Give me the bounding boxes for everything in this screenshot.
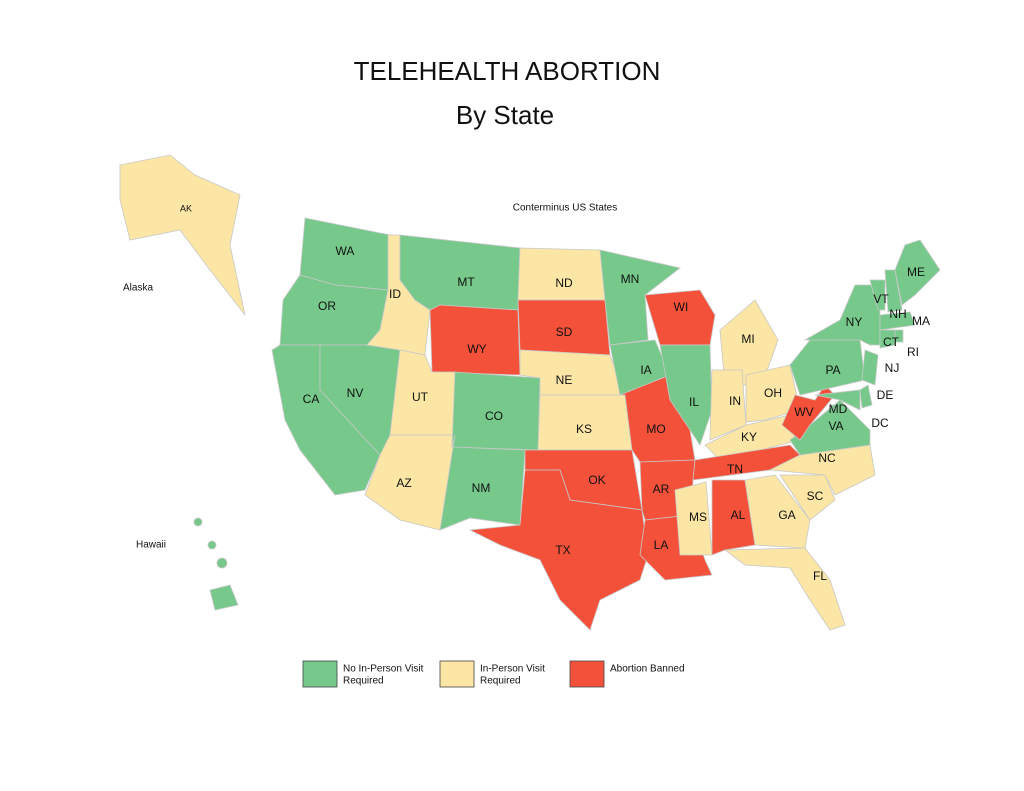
- state-label: AZ: [396, 476, 411, 490]
- state-shape: [119, 154, 246, 316]
- state-label: WV: [794, 405, 813, 419]
- state-label: NC: [818, 451, 836, 465]
- state-shape: [894, 329, 904, 343]
- state-label: VA: [828, 419, 843, 433]
- state-label: MI: [741, 332, 754, 346]
- state-label: LA: [654, 538, 669, 552]
- state-shape: [894, 239, 941, 306]
- state-shapes: [119, 154, 941, 631]
- state-label: SD: [556, 325, 573, 339]
- state-label: NY: [846, 315, 863, 329]
- state-shape: [207, 540, 217, 550]
- state-label: PA: [825, 363, 840, 377]
- region-label: Alaska: [123, 283, 153, 294]
- state-label: RI: [907, 345, 919, 359]
- state-shape: [745, 364, 801, 423]
- state-label: MA: [912, 314, 930, 328]
- state-label: AL: [731, 508, 746, 522]
- state-label: ND: [555, 276, 573, 290]
- state-label: UT: [412, 390, 429, 404]
- state-shape: [879, 311, 916, 331]
- state-label: CA: [303, 392, 320, 406]
- state-shape: [659, 344, 713, 446]
- state-label: OK: [588, 473, 605, 487]
- state-shape: [723, 547, 846, 631]
- state-label: NM: [472, 481, 491, 495]
- state-labels: WA OR CA NV ID MT WY UT AZ CO NM ND SD NE KS OK TX MN IA MO…: [180, 203, 930, 583]
- state-label: IA: [640, 363, 651, 377]
- state-label: TX: [555, 543, 570, 557]
- state-label: ID: [389, 287, 401, 301]
- state-label: WY: [467, 342, 486, 356]
- state-shape: [429, 304, 521, 376]
- state-shape: [209, 584, 239, 611]
- state-label: SC: [807, 489, 824, 503]
- state-shape: [869, 279, 886, 311]
- state-shape: [744, 474, 811, 549]
- legend-swatch: [569, 660, 605, 688]
- state-label: MD: [829, 402, 848, 416]
- state-shape: [861, 349, 879, 386]
- state-label: IL: [689, 395, 699, 409]
- state-label: TN: [727, 462, 743, 476]
- state-label: ME: [907, 265, 925, 279]
- state-label: GA: [778, 508, 795, 522]
- region-label: Conterminus US States: [513, 203, 618, 214]
- state-shape: [644, 289, 716, 346]
- state-shape: [781, 384, 836, 441]
- state-shape: [779, 474, 836, 521]
- state-label: WA: [336, 244, 355, 258]
- legend-label: Required: [480, 676, 521, 687]
- state-label: DC: [871, 416, 889, 430]
- state-shape: [884, 269, 903, 313]
- state-shape: [814, 389, 861, 411]
- state-label: NE: [556, 373, 573, 387]
- state-label: VT: [873, 292, 889, 306]
- state-label: MS: [689, 510, 707, 524]
- state-shape: [468, 469, 649, 631]
- state-label: WI: [674, 300, 689, 314]
- state-shape: [599, 249, 681, 346]
- legend-label: Required: [343, 676, 384, 687]
- state-label: MO: [646, 422, 665, 436]
- state-shape: [789, 339, 866, 396]
- state-shape: [879, 329, 896, 349]
- state-label: CO: [485, 409, 503, 423]
- state-shape: [216, 557, 228, 569]
- state-label: OH: [764, 386, 782, 400]
- state-label: KY: [741, 430, 757, 444]
- state-label: NH: [889, 307, 906, 321]
- state-shape: [859, 384, 873, 409]
- legend-swatch: [302, 660, 338, 688]
- state-label: KS: [576, 422, 592, 436]
- state-label: NJ: [885, 361, 900, 375]
- legend-swatch: [439, 660, 475, 688]
- map-subtitle: By State: [456, 100, 554, 130]
- state-shape: [193, 517, 203, 527]
- state-label: OR: [318, 299, 336, 313]
- state-label: DE: [877, 388, 894, 402]
- legend-label: In-Person Visit: [480, 664, 545, 675]
- state-label: IN: [729, 394, 741, 408]
- legend-label: Abortion Banned: [610, 664, 685, 675]
- map-title: TELEHEALTH ABORTION: [354, 56, 661, 86]
- state-shape: [831, 404, 837, 410]
- state-label: MN: [621, 272, 640, 286]
- state-label: MT: [457, 275, 475, 289]
- region-label: Hawaii: [136, 540, 166, 551]
- legend-label: No In-Person Visit: [343, 664, 424, 675]
- state-shape: [399, 234, 521, 311]
- state-label: FL: [813, 569, 827, 583]
- state-label: AR: [653, 482, 670, 496]
- state-label: NV: [347, 386, 364, 400]
- state-shape: [803, 284, 881, 346]
- state-label: AK: [180, 203, 192, 213]
- state-shape: [517, 247, 606, 301]
- state-label: CT: [883, 335, 900, 349]
- state-shape: [711, 479, 756, 556]
